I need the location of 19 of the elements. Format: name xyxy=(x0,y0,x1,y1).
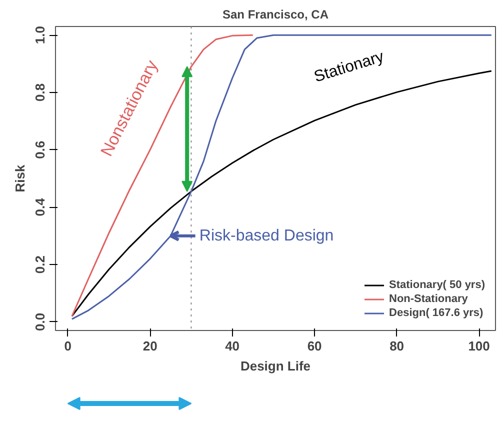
y-tick-label: 0.8 xyxy=(32,83,48,102)
y-tick-label: 0.0 xyxy=(32,312,48,331)
y-tick-label: 0.6 xyxy=(32,140,48,159)
x-tick-label: 100 xyxy=(468,338,490,354)
x-tick-label: 80 xyxy=(390,338,404,354)
y-axis-title: Risk xyxy=(12,164,28,192)
legend-label: Stationary( 50 yrs) xyxy=(389,278,485,292)
y-tick-label: 0.2 xyxy=(32,255,48,274)
legend-label: Design( 167.6 yrs) xyxy=(389,306,484,320)
y-tick-label: 1.0 xyxy=(32,26,48,44)
legend-label: Non-Stationary xyxy=(389,292,468,306)
chart-title: San Francisco, CA xyxy=(222,8,329,22)
annotation: Risk-based Design xyxy=(199,227,334,244)
x-tick-label: 40 xyxy=(225,338,240,354)
x-tick-label: 60 xyxy=(307,338,322,354)
x-axis-title: Design Life xyxy=(240,358,311,374)
x-tick-label: 0 xyxy=(64,338,72,354)
y-tick-label: 0.4 xyxy=(32,197,48,216)
x-tick-label: 20 xyxy=(142,338,158,354)
